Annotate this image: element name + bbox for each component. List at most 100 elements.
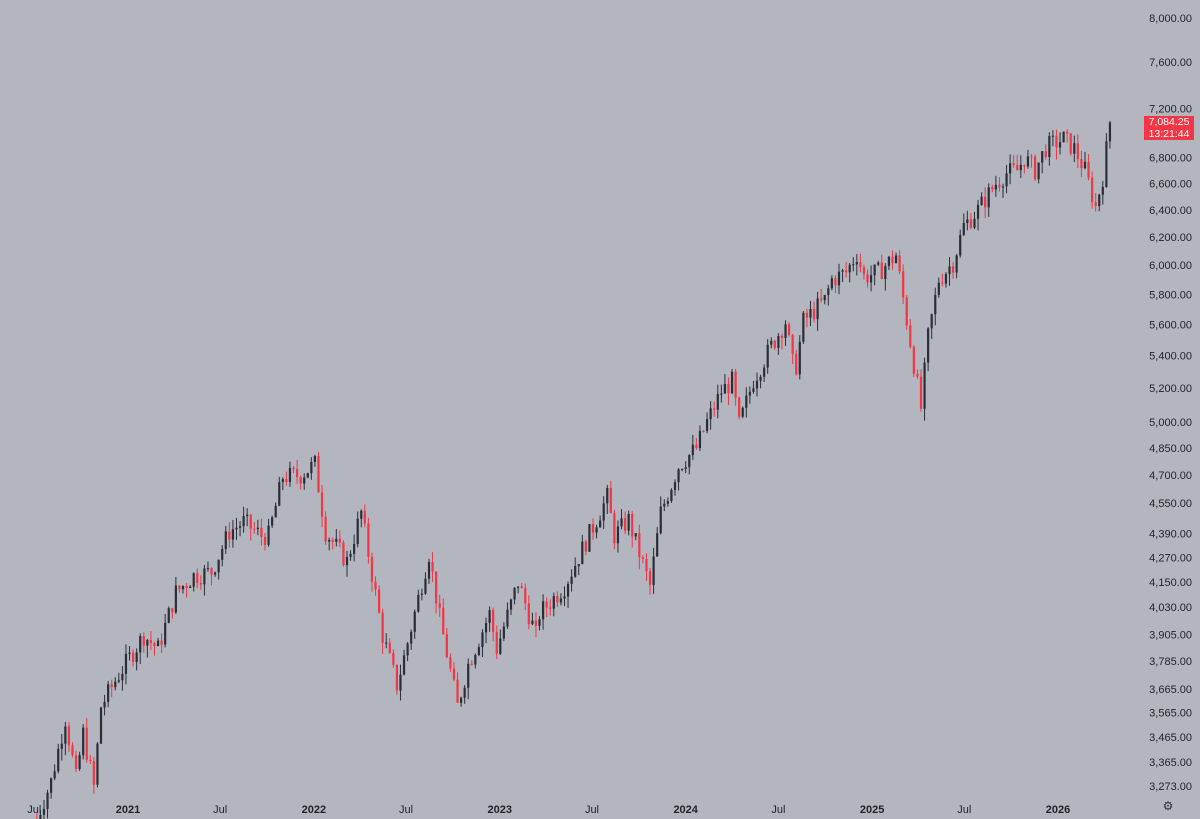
candle <box>894 252 898 264</box>
candle <box>591 518 595 540</box>
candle <box>78 751 81 771</box>
candle <box>470 660 473 666</box>
time-tick-label: 2022 <box>302 804 326 816</box>
candle <box>599 515 602 528</box>
candle <box>1094 193 1097 212</box>
candle <box>74 750 78 772</box>
candle <box>256 519 259 536</box>
last-price-value: 7,084.25 <box>1148 116 1190 128</box>
candle <box>363 504 366 528</box>
candle <box>698 425 702 452</box>
candle <box>39 810 42 819</box>
candle <box>46 789 49 819</box>
time-axis[interactable]: Jul 2021 Jul 2022 Jul 2023 Jul 2024 Jul 2025 Jul 20… <box>27 804 1070 816</box>
candle <box>271 515 274 529</box>
candle <box>85 718 88 763</box>
candle <box>481 629 484 657</box>
time-tick-label: 2021 <box>116 804 140 816</box>
candle <box>82 724 85 760</box>
candle <box>149 630 153 651</box>
time-tick-label: Jul <box>213 804 227 816</box>
candle <box>60 734 63 761</box>
candle <box>427 558 431 584</box>
price-tick-label: 7,200.00 <box>1149 104 1192 116</box>
candle <box>944 272 948 288</box>
candle <box>538 616 541 631</box>
candle <box>581 534 584 565</box>
price-tick-label: 6,000.00 <box>1149 260 1192 272</box>
candle <box>192 572 195 592</box>
candle <box>164 613 167 648</box>
candle <box>67 722 71 752</box>
candle <box>976 199 980 231</box>
candle <box>552 592 555 617</box>
candle <box>360 509 363 528</box>
candle <box>285 471 288 486</box>
price-tick-label: 5,800.00 <box>1149 289 1192 301</box>
candle <box>937 277 940 298</box>
candle <box>648 568 652 595</box>
price-tick-label: 4,030.00 <box>1149 602 1192 614</box>
price-axis[interactable]: 8,000.00 7,600.00 7,200.00 6,800.00 6,600.00… <box>1149 13 1192 793</box>
price-tick-label: 6,600.00 <box>1149 178 1192 190</box>
candle <box>1069 133 1072 156</box>
candle <box>869 265 873 292</box>
candle <box>816 291 819 331</box>
candle <box>919 369 923 413</box>
candle <box>156 637 160 647</box>
candle <box>142 632 145 653</box>
candle <box>673 479 677 496</box>
candle <box>741 406 744 419</box>
candle <box>1101 180 1104 205</box>
candle <box>527 595 530 630</box>
candle <box>705 412 709 434</box>
candle <box>755 372 759 397</box>
candle <box>517 586 520 594</box>
price-tick-label: 3,365.00 <box>1149 757 1192 769</box>
candle <box>948 257 951 286</box>
candle <box>887 255 891 270</box>
candle <box>823 294 826 305</box>
price-tick-label: 5,000.00 <box>1149 417 1192 429</box>
candle <box>438 594 441 617</box>
candle <box>317 451 320 493</box>
candle <box>852 257 855 272</box>
candle <box>1019 155 1022 179</box>
candle <box>563 586 566 607</box>
candle <box>278 476 281 507</box>
price-tick-label: 6,200.00 <box>1149 232 1192 244</box>
candle <box>399 664 402 701</box>
candle <box>606 484 609 515</box>
candle <box>912 344 915 378</box>
price-tick-label: 3,665.00 <box>1149 684 1192 696</box>
candle <box>413 609 416 639</box>
price-tick-label: 3,565.00 <box>1149 708 1192 720</box>
candle <box>623 511 627 535</box>
candle <box>324 511 327 545</box>
candle <box>1030 153 1033 168</box>
candle <box>196 568 199 589</box>
price-tick-label: 4,390.00 <box>1149 529 1192 541</box>
candle <box>577 563 580 576</box>
price-tick-label: 5,400.00 <box>1149 351 1192 363</box>
candle <box>181 585 185 594</box>
price-tick-label: 8,000.00 <box>1149 13 1192 25</box>
candle <box>1105 133 1108 188</box>
candle <box>549 599 552 616</box>
candle <box>99 706 103 745</box>
price-tick-label: 3,273.00 <box>1149 781 1192 793</box>
candle <box>107 680 110 708</box>
candle <box>474 653 477 669</box>
candle <box>495 625 498 659</box>
candle <box>766 339 769 374</box>
candle <box>859 253 862 273</box>
candle <box>467 658 470 700</box>
candle <box>545 597 548 618</box>
time-tick-label: 2023 <box>488 804 512 816</box>
candle <box>335 528 338 547</box>
candle <box>613 509 616 550</box>
settings-gear-icon[interactable]: ⚙ <box>1162 799 1174 813</box>
candle <box>513 587 516 605</box>
